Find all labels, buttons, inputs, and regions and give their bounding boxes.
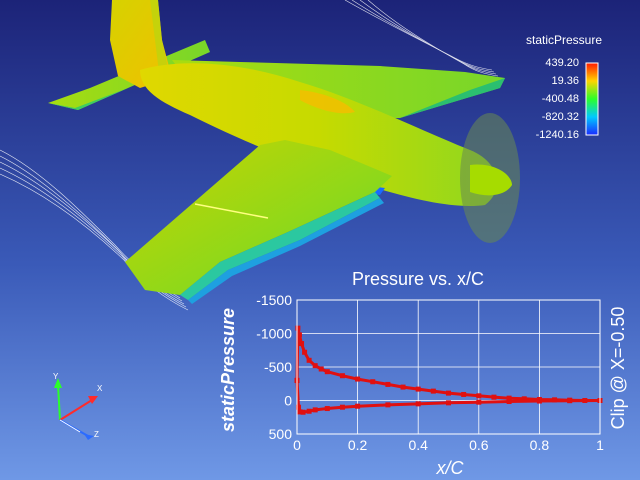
axis-x-label: X (97, 384, 103, 393)
spinner (470, 164, 512, 196)
colorbar-tick: -1240.16 (535, 129, 579, 141)
colorbar (585, 62, 599, 136)
colorbar-tick: 439.20 (545, 57, 579, 69)
colorbar-tick: -400.48 (541, 93, 579, 105)
axis-y-label: Y (53, 372, 59, 381)
colorbar-tick: -820.32 (541, 111, 579, 123)
streamlines (0, 0, 498, 310)
main-wing (125, 140, 392, 295)
colorbar-tick: 19.36 (551, 75, 579, 87)
fuselage (140, 63, 497, 207)
axis-z-label: Z (94, 430, 99, 439)
colorbar-title: staticPressure (526, 33, 603, 47)
